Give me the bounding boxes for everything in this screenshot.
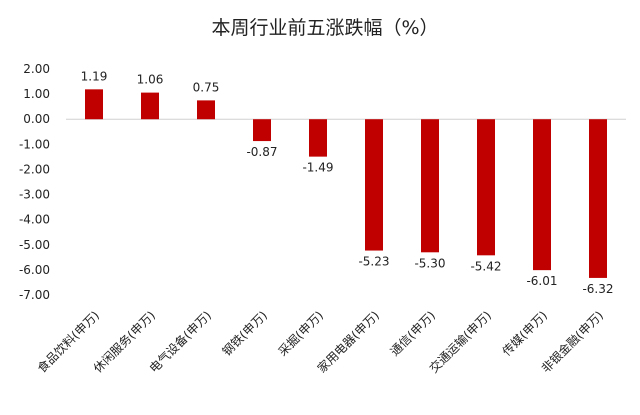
x-tick-label: 钢铁(申万) xyxy=(220,308,270,358)
bar xyxy=(85,89,103,120)
x-tick-label: 采掘(申万) xyxy=(275,308,326,359)
bar xyxy=(533,119,551,271)
y-tick-label: -1.00 xyxy=(19,137,50,151)
bar xyxy=(365,119,383,251)
y-tick-label: -6.00 xyxy=(19,263,50,277)
data-label: -1.49 xyxy=(302,161,333,175)
chart-title: 本周行业前五涨跌幅（%） xyxy=(211,17,438,39)
data-label: -5.23 xyxy=(358,255,389,269)
data-label: 1.19 xyxy=(81,69,108,83)
bar xyxy=(253,119,271,142)
y-tick-label: -3.00 xyxy=(19,188,50,202)
data-label: -5.30 xyxy=(414,256,445,270)
y-tick-label: -5.00 xyxy=(19,238,50,252)
y-tick-label: 1.00 xyxy=(23,87,50,101)
y-tick-label: -2.00 xyxy=(19,162,50,176)
y-tick-label: -4.00 xyxy=(19,213,50,227)
data-label: -5.42 xyxy=(470,259,501,273)
y-axis: 2.00 1.00 0.00 -1.00 -2.00 -3.00 -4.00 -5.00 -6.… xyxy=(19,62,626,302)
data-label: 0.75 xyxy=(193,80,220,94)
data-label: -6.01 xyxy=(526,274,557,288)
data-labels: 1.19 1.06 0.75 -0.87 -1.49 -5.23 -5.30 -5.42 -6.… xyxy=(81,69,614,296)
bar xyxy=(421,119,439,253)
bar xyxy=(141,92,159,120)
x-axis-labels: 食品饮料(申万)休闲服务(申万)电气设备(申万) 钢铁(申万) 采掘(申万)家用电器… xyxy=(34,308,606,376)
y-tick-label: 0.00 xyxy=(23,112,50,126)
bar xyxy=(197,100,215,120)
y-tick-label: -7.00 xyxy=(19,288,50,302)
bars xyxy=(85,89,607,278)
data-label: -0.87 xyxy=(246,145,277,159)
x-tick-label: 传媒(申万) xyxy=(499,308,550,359)
data-label: -6.32 xyxy=(582,282,613,296)
x-tick-label: 通信(申万) xyxy=(388,308,438,358)
data-label: 1.06 xyxy=(137,73,164,87)
bar xyxy=(309,119,327,157)
bar xyxy=(477,119,495,256)
bar xyxy=(589,119,607,278)
y-tick-label: 2.00 xyxy=(23,62,50,76)
